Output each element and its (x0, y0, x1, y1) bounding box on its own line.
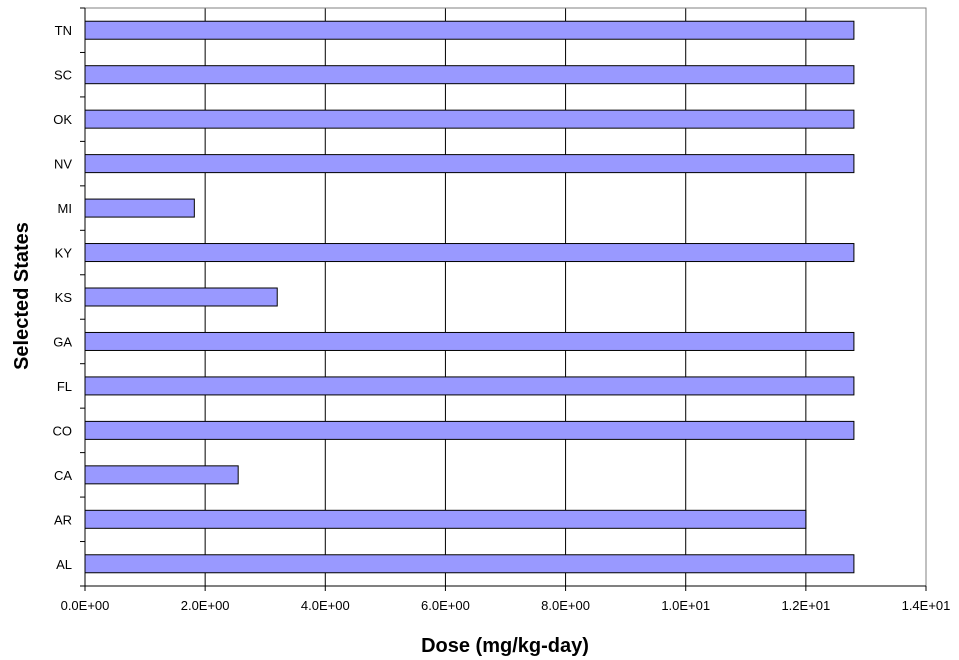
bar-al (84, 554, 855, 574)
bars (84, 20, 855, 574)
x-tick-label: 0.0E+00 (61, 598, 110, 613)
x-tick-label: 4.0E+00 (301, 598, 350, 613)
bar-ga (84, 331, 855, 351)
bar-ky (84, 243, 855, 263)
y-tick-label: SC (54, 68, 72, 83)
x-tick-label: 6.0E+00 (421, 598, 470, 613)
x-axis-title: Dose (mg/kg-day) (421, 635, 589, 657)
y-tick-label: AR (54, 512, 72, 527)
x-axis: 0.0E+00 2.0E+00 4.0E+00 6.0E+00 8.0E+00 1.0E+… (61, 585, 951, 613)
y-tick-label: TN (55, 23, 72, 38)
y-tick-label: AL (56, 557, 72, 572)
x-tick-label: 2.0E+00 (181, 598, 230, 613)
x-tick-label: 1.4E+01 (902, 598, 951, 613)
bar-co (84, 420, 855, 440)
bar-ar (84, 509, 807, 529)
bar-fl (84, 376, 855, 396)
y-axis: AL AR CA CO FL GA KS KY MI NV OK SC TN (53, 7, 86, 587)
gridlines (204, 8, 807, 586)
y-tick-label: OK (53, 112, 72, 127)
bar-nv (84, 154, 855, 174)
y-tick-label: CA (54, 468, 72, 483)
x-tick-label: 1.2E+01 (781, 598, 830, 613)
y-tick-label: FL (57, 379, 72, 394)
bar-mi (84, 198, 195, 218)
y-tick-label: CO (53, 423, 73, 438)
y-tick-label: NV (54, 157, 72, 172)
y-axis-title: Selected States (11, 222, 33, 370)
bar-ok (84, 109, 855, 129)
x-tick-label: 1.0E+01 (661, 598, 710, 613)
y-tick-label: KY (55, 246, 73, 261)
y-tick-label: KS (55, 290, 73, 305)
y-tick-label: GA (53, 334, 72, 349)
bar-ks (84, 287, 278, 307)
bar-ca (84, 465, 239, 485)
y-tick-label: MI (58, 201, 72, 216)
x-tick-label: 8.0E+00 (541, 598, 590, 613)
bar-sc (84, 65, 855, 85)
bar-tn (84, 20, 855, 40)
